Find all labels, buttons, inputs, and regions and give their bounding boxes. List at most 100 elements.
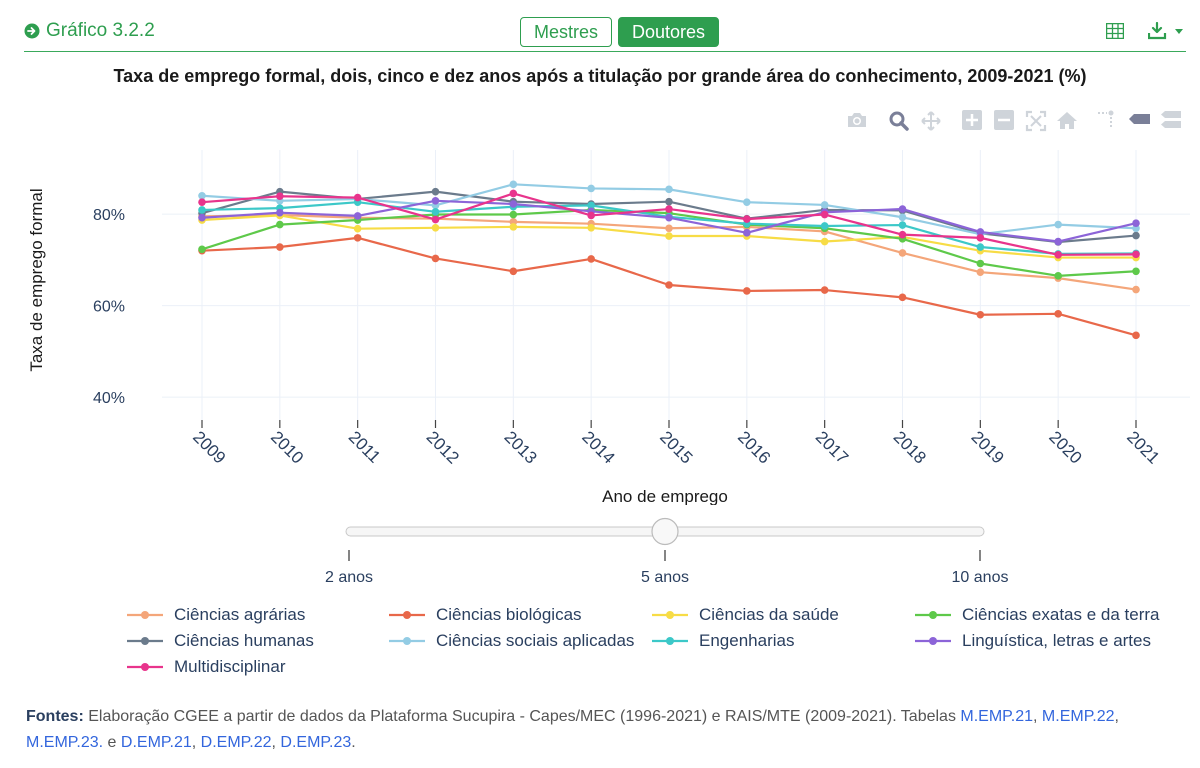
data-point — [198, 191, 206, 200]
slider-label-5-anos: 5 anos — [641, 569, 689, 586]
legend-label: Ciências da saúde — [699, 605, 839, 624]
y-tick-label: 40% — [93, 390, 125, 407]
data-point — [1054, 220, 1062, 229]
link-d-emp-23[interactable]: D.EMP.23 — [280, 734, 352, 751]
sources-label: Fontes: — [26, 708, 84, 725]
x-tick-label: 2014 — [578, 427, 618, 467]
data-point — [820, 222, 829, 230]
legend-label: Ciências humanas — [174, 631, 314, 650]
line-chart: 40% 60% 80% 2009 2010 2011 2012 2013 2014 2015 201… — [27, 150, 1190, 505]
link-m-emp-23[interactable]: M.EMP.23. — [26, 734, 104, 751]
slider-handle[interactable] — [651, 517, 679, 546]
x-axis-title: Ano de emprego — [602, 487, 728, 505]
data-point — [1132, 219, 1140, 228]
x-tick-label: 2017 — [812, 427, 852, 467]
x-tick-label: 2016 — [734, 427, 774, 467]
legend-item[interactable]: Ciências exatas e da terra — [914, 605, 1160, 625]
link-m-emp-22[interactable]: M.EMP.22 — [1041, 708, 1115, 725]
camera-icon[interactable] — [846, 110, 868, 130]
link-d-emp-22[interactable]: D.EMP.22 — [200, 734, 272, 751]
data-point — [353, 212, 362, 220]
legend-swatch — [389, 637, 425, 645]
data-point — [1132, 331, 1140, 340]
data-point — [431, 223, 440, 232]
legend-item[interactable]: Multidisciplinar — [126, 657, 285, 677]
legend-item[interactable]: Linguística, letras e artes — [914, 631, 1151, 651]
spike-lines-icon[interactable] — [1096, 110, 1116, 130]
data-point — [743, 229, 751, 237]
x-tick-label: 2015 — [656, 427, 696, 467]
x-tick-label: 2010 — [267, 427, 307, 467]
legend-item[interactable]: Ciências humanas — [126, 631, 314, 651]
legend-swatch — [915, 637, 951, 645]
data-point — [743, 287, 751, 295]
data-point — [820, 210, 829, 219]
chart-title: Taxa de emprego formal, dois, cinco e de… — [113, 66, 1087, 86]
x-tick-label: 2021 — [1123, 427, 1163, 467]
chart-header: Gráfico 3.2.2 Mestres Doutores — [24, 14, 1186, 52]
data-point — [509, 180, 518, 189]
data-point — [431, 215, 440, 224]
link-d-emp-21[interactable]: D.EMP.21 — [120, 734, 192, 751]
legend-label: Ciências biológicas — [436, 605, 582, 624]
data-point — [587, 255, 595, 263]
legend-swatch — [127, 663, 163, 671]
legend-item[interactable]: Ciências biológicas — [388, 605, 582, 625]
legend-item[interactable]: Ciências sociais aplicadas — [388, 631, 634, 651]
data-point — [587, 211, 595, 220]
data-point — [198, 213, 206, 222]
x-tick-label: 2011 — [345, 427, 384, 466]
data-point — [743, 215, 751, 223]
sources-text: Elaboração CGEE a partir de dados da Pla… — [88, 708, 956, 725]
autoscale-icon[interactable] — [1025, 110, 1047, 132]
data-point — [353, 234, 362, 242]
data-point — [898, 205, 907, 213]
download-icon[interactable] — [1148, 22, 1186, 40]
data-point — [976, 228, 985, 236]
table-icon[interactable] — [1106, 23, 1124, 39]
data-point — [431, 196, 440, 205]
data-point — [276, 208, 284, 217]
graph-id: Gráfico 3.2.2 — [24, 20, 155, 42]
tab-doutores[interactable]: Doutores — [618, 17, 720, 47]
data-point — [431, 207, 440, 216]
legend-swatch — [127, 611, 163, 619]
data-point — [198, 245, 206, 254]
data-point — [665, 185, 673, 194]
years-after-slider: 2 anos 5 anos 10 anos — [0, 505, 1200, 595]
legend-swatch — [389, 611, 425, 619]
zoom-in-icon[interactable] — [962, 110, 982, 130]
data-point — [1132, 231, 1140, 240]
hover-closest-icon[interactable] — [1128, 110, 1152, 128]
link-m-emp-21[interactable]: M.EMP.21 — [960, 708, 1034, 725]
zoom-out-icon[interactable] — [994, 110, 1014, 130]
home-icon[interactable] — [1056, 110, 1078, 130]
degree-toggle: Mestres Doutores — [520, 17, 720, 47]
data-point — [587, 184, 595, 193]
hover-compare-icon[interactable] — [1160, 110, 1182, 130]
data-point — [898, 293, 907, 302]
legend-item[interactable]: Ciências agrárias — [126, 605, 305, 625]
legend-swatch — [652, 637, 688, 645]
legend-swatch — [652, 611, 688, 619]
legend-swatch — [915, 611, 951, 619]
data-point — [665, 213, 673, 222]
data-point — [276, 192, 284, 201]
data-point — [198, 198, 206, 206]
zoom-icon[interactable] — [888, 110, 910, 132]
x-tick-label: 2020 — [1045, 427, 1085, 467]
legend-item[interactable]: Ciências da saúde — [651, 605, 839, 625]
pan-icon[interactable] — [920, 110, 942, 132]
data-point — [976, 268, 985, 276]
data-point — [198, 206, 206, 214]
data-point — [353, 193, 362, 202]
legend-label: Linguística, letras e artes — [962, 631, 1151, 650]
tab-mestres[interactable]: Mestres — [520, 17, 613, 47]
data-point — [820, 237, 829, 246]
x-tick-label: 2018 — [890, 427, 930, 467]
legend-item[interactable]: Engenharias — [651, 631, 794, 651]
data-point — [665, 232, 673, 240]
data-point — [976, 243, 985, 251]
data-point — [509, 223, 518, 231]
data-point — [509, 210, 518, 219]
